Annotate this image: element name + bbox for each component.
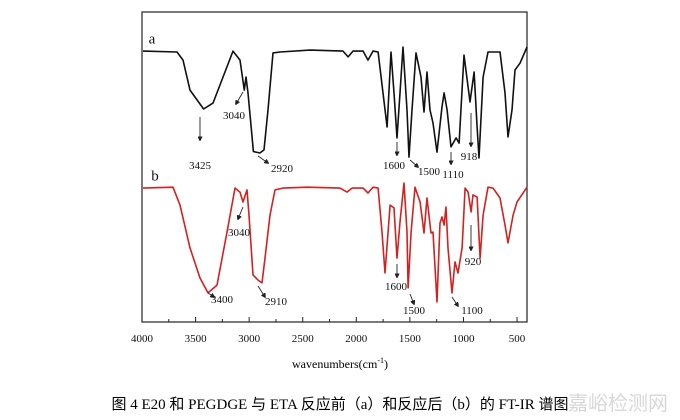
annotation-b-1600: 1600: [385, 281, 407, 293]
x-axis-label-end: ): [383, 357, 388, 371]
x-tick-label: 3500: [184, 333, 207, 345]
figure-caption: 图 4 E20 和 PEGDGE 与 ETA 反应前（a）和反应后（b）的 FT…: [111, 397, 569, 413]
annotation-b-3040: 3040: [228, 227, 250, 239]
plot-frame: [141, 11, 528, 323]
x-tick-label: 2000: [345, 333, 368, 345]
arrow-b-1100: [451, 296, 458, 306]
arrow-a-1500: [409, 159, 418, 167]
annotation-a-3040: 3040: [223, 110, 245, 122]
annotation-a-1110: 1110: [442, 169, 464, 181]
spectrum-line-b: [142, 182, 528, 303]
annotation-b-1500: 1500: [403, 305, 425, 317]
x-tick-label: 500: [508, 333, 526, 345]
x-axis-label-sup: -1: [377, 356, 384, 365]
x-axis-ticks: [141, 317, 518, 322]
annotation-arrows: [200, 91, 471, 306]
arrow-b-3400: [207, 292, 214, 297]
annotation-b-3400: 3400: [211, 294, 233, 306]
arrow-b-3040: [238, 206, 244, 219]
annotation-b-920: 920: [464, 256, 482, 268]
series-label-a: a: [148, 31, 156, 48]
arrow-b-1500: [409, 293, 414, 304]
watermark: 嘉峪检测网: [568, 391, 668, 415]
annotation-a-3425: 3425: [189, 160, 211, 172]
x-tick-label: 1000: [452, 333, 475, 345]
annotation-a-918: 918: [460, 151, 478, 163]
annotation-a-1500: 1500: [418, 166, 440, 178]
annotation-a-1600: 1600: [383, 160, 405, 172]
x-axis-label-text: wavenumbers(cm: [292, 357, 378, 371]
x-tick-label: 3000: [238, 333, 261, 345]
x-tick-label: 2500: [291, 333, 314, 345]
x-tick-label: 1500: [398, 333, 421, 345]
arrow-b-2910: [257, 285, 265, 297]
annotation-a-2920: 2920: [271, 163, 293, 175]
annotation-b-1100: 1100: [461, 305, 483, 317]
annotation-b-2910: 2910: [265, 296, 287, 308]
arrow-a-2920: [257, 155, 268, 163]
spectrum-line-a: [142, 46, 528, 159]
arrow-a-3040: [236, 91, 244, 104]
series-label-b: b: [151, 168, 159, 185]
x-axis-label: wavenumbers(cm-1): [292, 356, 388, 372]
x-tick-label: 4000: [131, 333, 153, 345]
